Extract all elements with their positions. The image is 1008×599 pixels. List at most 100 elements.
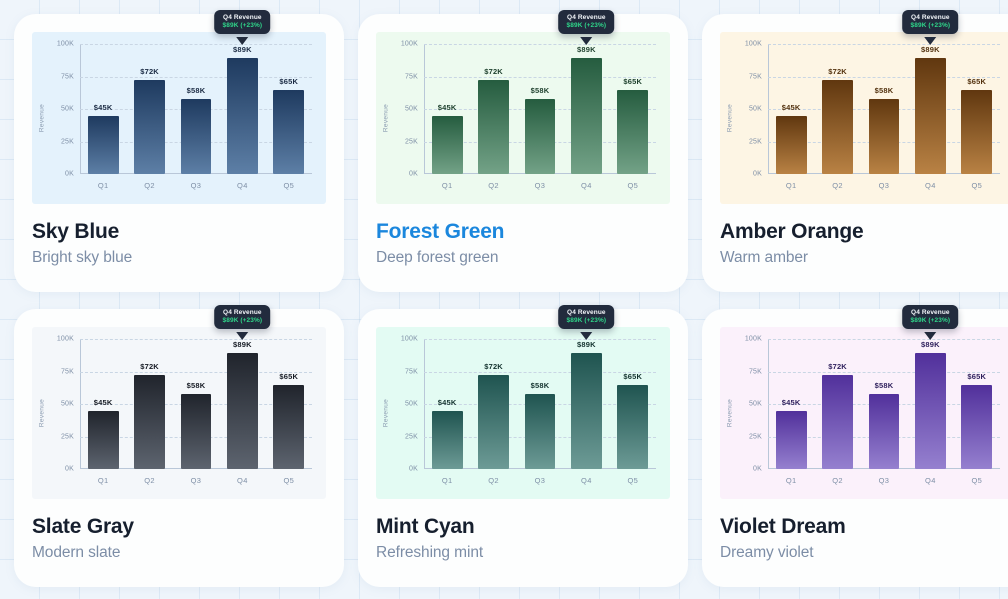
x-tick-label: Q4: [925, 181, 936, 190]
bar-q1[interactable]: $45K: [431, 103, 463, 174]
theme-card-slate-gray[interactable]: Revenue 0K 25K 50K 75K 100K $45K Q1 $72K Q2 $58K Q3…: [14, 305, 344, 587]
bar-q5[interactable]: $65K: [273, 372, 305, 469]
x-tick-label: Q3: [534, 476, 546, 485]
bar-value-label: $72K: [140, 67, 159, 77]
bar-q3[interactable]: $58K: [180, 381, 212, 469]
bar-slot: $89K Q4 Revenue $89K (+23%) Q4: [902, 10, 959, 190]
bar-value-label: $45K: [93, 102, 113, 112]
bar-value-label: $89K: [920, 340, 940, 350]
bar-q4[interactable]: $89K Q4 Revenue $89K (+23%): [558, 305, 615, 469]
card-title: Sky Blue: [32, 220, 120, 243]
bar-q1[interactable]: $45K: [87, 398, 119, 469]
tooltip-pointer-icon: [924, 332, 937, 341]
card-subtitle: Deep forest green: [376, 249, 499, 266]
bar-q1[interactable]: $45K: [431, 398, 463, 469]
bar-q3[interactable]: $58K: [180, 86, 212, 174]
gridline: [424, 339, 656, 340]
bar-slot: $45K Q1: [770, 44, 812, 190]
tooltip-pointer-icon: [580, 37, 593, 46]
bar-series: $45K Q1 $72K Q2 $58K Q3 $89K Q4 Revenue $89K (+2…: [424, 10, 656, 190]
bar-q4[interactable]: $89K Q4 Revenue $89K (+23%): [214, 10, 271, 174]
bar-value-label: $65K: [967, 76, 987, 86]
x-tick-label: Q2: [488, 476, 499, 485]
bar-value-label: $45K: [437, 397, 457, 407]
bar-q1[interactable]: $45K: [775, 103, 807, 174]
x-tick-label: Q4: [925, 476, 936, 485]
bar-value-label: $65K: [279, 371, 299, 381]
plot-area: $45K Q1 $72K Q2 $58K Q3 $89K Q4 Revenue $89K (+2…: [80, 305, 312, 485]
y-tick-label: 25K: [404, 433, 418, 440]
bar-q2[interactable]: $72K: [478, 362, 510, 469]
x-tick-label: Q5: [283, 476, 295, 485]
bar-slot: $72K Q2: [817, 339, 859, 485]
card-title: Slate Gray: [32, 515, 134, 538]
x-tick-label: Q1: [785, 181, 797, 190]
bar-q5[interactable]: $65K: [273, 77, 305, 174]
bar-slot: $58K Q3: [863, 339, 905, 485]
y-tick-label: 50K: [748, 105, 762, 113]
bar-q3[interactable]: $58K: [868, 381, 900, 469]
bar-q2[interactable]: $72K: [478, 67, 510, 174]
bar-value-label: $58K: [530, 380, 550, 390]
y-tick-label: 0K: [753, 170, 762, 178]
y-tick-label: 50K: [60, 105, 74, 113]
theme-card-sky-blue[interactable]: Revenue 0K 25K 50K 75K 100K $45K Q1 $72K Q2 $58K Q3…: [14, 10, 344, 292]
plot-area: $45K Q1 $72K Q2 $58K Q3 $89K Q4 Revenue $89K (+2…: [424, 305, 656, 485]
tooltip-title: Q4 Revenue: [911, 14, 950, 22]
bar-value-label: $89K: [232, 45, 252, 55]
plot-area: $45K Q1 $72K Q2 $58K Q3 $89K Q4 Revenue $89K (+2…: [424, 10, 656, 190]
bar-q2[interactable]: $72K: [822, 362, 854, 469]
bar-value-label: $72K: [484, 362, 503, 372]
chart-panel: Revenue 0K 25K 50K 75K 100K $45K Q1 $72K Q2 $58K Q3…: [376, 10, 670, 204]
bar-q4[interactable]: $89K Q4 Revenue $89K (+23%): [902, 10, 959, 174]
bar-q3[interactable]: $58K: [868, 86, 900, 174]
tooltip-title: Q4 Revenue: [911, 309, 950, 317]
gridline: [768, 339, 1000, 340]
bar-slot: $65K Q5: [612, 339, 654, 485]
theme-card-forest-green[interactable]: Revenue 0K 25K 50K 75K 100K $45K Q1 $72K Q2 $58K Q3…: [358, 10, 688, 292]
bar-q3[interactable]: $58K: [524, 86, 556, 174]
bar-q4[interactable]: $89K Q4 Revenue $89K (+23%): [558, 10, 615, 174]
bar-value-label: $89K: [576, 45, 596, 55]
gridline: [768, 76, 1000, 78]
card-subtitle: Bright sky blue: [32, 249, 133, 266]
bar-q1[interactable]: $45K: [87, 103, 119, 174]
bar-slot: $72K Q2: [473, 339, 515, 485]
y-tick-label: 0K: [65, 170, 74, 178]
bar-q2[interactable]: $72K: [822, 67, 854, 174]
x-tick-label: Q5: [971, 181, 983, 190]
x-tick-label: Q4: [237, 181, 248, 190]
bar-q5[interactable]: $65K: [961, 372, 993, 469]
bar-slot: $65K Q5: [612, 44, 654, 190]
bar-slot: $89K Q4 Revenue $89K (+23%) Q4: [902, 305, 959, 485]
theme-card-violet-dream[interactable]: Revenue 0K 25K 50K 75K 100K $45K Q1 $72K Q2 $58K Q3…: [702, 305, 1008, 587]
bar-slot: $45K Q1: [82, 339, 124, 485]
theme-card-amber-orange[interactable]: Revenue 0K 25K 50K 75K 100K $45K Q1 $72K Q2 $58K Q3…: [702, 10, 1008, 292]
y-tick-label: 25K: [60, 433, 74, 440]
bar-q4[interactable]: $89K Q4 Revenue $89K (+23%): [214, 305, 271, 469]
bar-q2[interactable]: $72K: [134, 67, 166, 174]
theme-card-mint-cyan[interactable]: Revenue 0K 25K 50K 75K 100K $45K Q1 $72K Q2 $58K Q3…: [358, 305, 688, 587]
bar-value-label: $58K: [186, 380, 206, 390]
bar-q5[interactable]: $65K: [617, 372, 649, 469]
x-tick-label: Q4: [581, 181, 592, 190]
card-title: Violet Dream: [720, 515, 846, 538]
tooltip-pointer-icon: [236, 332, 249, 341]
bar-q1[interactable]: $45K: [775, 398, 807, 469]
bar-q4[interactable]: $89K Q4 Revenue $89K (+23%): [902, 305, 959, 469]
x-tick-label: Q1: [97, 181, 109, 190]
chart-tooltip: Q4 Revenue $89K (+23%): [558, 305, 615, 330]
bar-q5[interactable]: $65K: [617, 77, 649, 174]
card-title: Mint Cyan: [376, 515, 475, 538]
y-tick-label: 0K: [753, 465, 762, 473]
gridline: [80, 76, 312, 78]
bar-q3[interactable]: $58K: [524, 381, 556, 469]
y-tick-label: 0K: [409, 465, 418, 473]
x-tick-label: Q4: [581, 476, 592, 485]
bar-q5[interactable]: $65K: [961, 77, 993, 174]
bar-q2[interactable]: $72K: [134, 362, 166, 469]
bar-slot: $72K Q2: [129, 44, 171, 190]
tooltip-title: Q4 Revenue: [223, 14, 262, 22]
bar-value-label: $65K: [623, 371, 643, 381]
bar-slot: $89K Q4 Revenue $89K (+23%) Q4: [558, 10, 615, 190]
